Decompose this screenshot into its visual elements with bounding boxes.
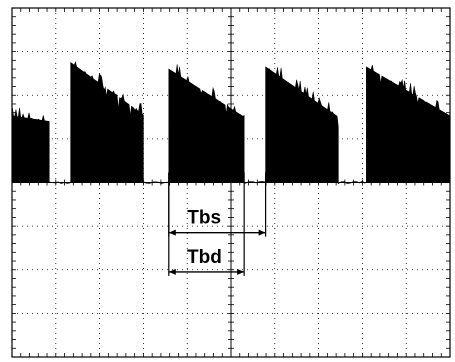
annotations: Tbd Tbs	[168, 172, 267, 276]
trace-baseline	[48, 181, 71, 184]
trace-burst	[265, 66, 339, 183]
trace-burst	[366, 64, 450, 183]
arrow-head-left	[168, 268, 176, 275]
arrow-head-right	[237, 268, 245, 275]
trace	[12, 60, 450, 185]
trace-baseline	[337, 180, 366, 185]
plot-frame	[11, 7, 451, 358]
trace-baseline	[243, 181, 266, 185]
trace-baseline	[142, 181, 168, 184]
trace-burst	[12, 107, 50, 183]
annotation-label-tbs: Tbs	[187, 208, 221, 229]
trace-burst	[70, 60, 144, 183]
trace-burst	[168, 64, 245, 183]
annotation-label-tbd: Tbd	[187, 247, 222, 268]
arrow-head-left	[168, 229, 176, 236]
arrow-head-right	[258, 229, 266, 236]
